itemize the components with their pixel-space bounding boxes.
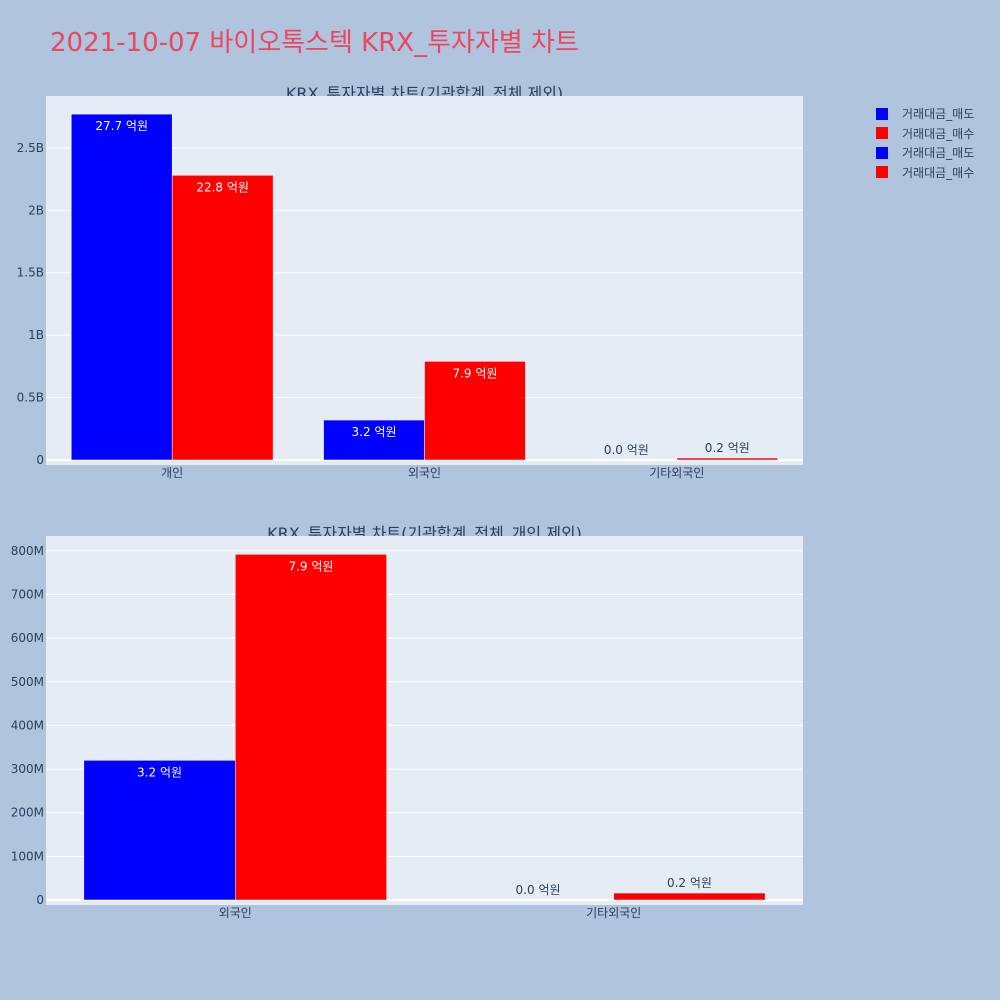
x-tick-label: 개인 — [161, 466, 183, 480]
bar — [424, 361, 526, 461]
legend-label: 거래대금_매도 — [902, 146, 975, 161]
legend-label: 거래대금_매도 — [902, 107, 975, 122]
y-tick-label: 0.5B — [17, 391, 44, 405]
data-label: 0.0 억원 — [516, 883, 561, 897]
data-label: 0.2 억원 — [667, 876, 712, 890]
legend-item[interactable]: 거래대금_매수 — [876, 163, 974, 183]
data-label: 7.9 억원 — [288, 559, 333, 573]
bar — [171, 175, 274, 461]
legend-swatch-sell — [876, 146, 888, 159]
y-tick-label: 200M — [11, 806, 44, 820]
y-tick-label: 1B — [28, 328, 44, 342]
y-tick-label: 600M — [11, 631, 44, 645]
page-title: 2021-10-07 바이오톡스텍 KRX_투자자별 차트 — [50, 28, 579, 58]
data-label: 3.2 억원 — [352, 425, 397, 439]
y-tick-label: 0 — [36, 893, 44, 907]
bar — [70, 113, 173, 461]
bar — [83, 760, 236, 901]
legend-label: 거래대금_매수 — [902, 126, 975, 141]
legend-swatch-buy — [876, 127, 888, 140]
x-tick-label: 기타외국인 — [586, 906, 641, 920]
legend-label: 거래대금_매수 — [902, 165, 975, 180]
legend-item[interactable]: 거래대금_매수 — [876, 124, 974, 144]
data-label: 7.9 억원 — [452, 366, 497, 380]
x-tick-label: 기타외국인 — [649, 466, 704, 480]
bar — [323, 419, 425, 461]
y-tick-label: 300M — [11, 762, 44, 776]
y-tick-label: 400M — [11, 718, 44, 732]
y-tick-label: 1.5B — [17, 266, 44, 280]
bar — [235, 554, 387, 901]
bar — [613, 892, 766, 901]
legend[interactable]: 거래대금_매도 거래대금_매수 거래대금_매도 거래대금_매수 — [876, 104, 974, 182]
y-tick-label: 100M — [11, 849, 44, 863]
y-tick-label: 2B — [28, 203, 44, 217]
data-label: 27.7 억원 — [95, 119, 148, 133]
data-label: 3.2 억원 — [137, 765, 182, 779]
data-label: 0.0 억원 — [604, 443, 649, 457]
x-tick-label: 외국인 — [219, 906, 252, 920]
y-tick-label: 2.5B — [17, 141, 44, 155]
legend-item[interactable]: 거래대금_매도 — [876, 104, 974, 124]
data-label: 22.8 억원 — [196, 180, 249, 194]
legend-item[interactable]: 거래대금_매도 — [876, 143, 974, 163]
bar — [676, 457, 779, 461]
y-tick-label: 0 — [36, 453, 44, 467]
y-tick-label: 700M — [11, 587, 44, 601]
x-tick-label: 외국인 — [408, 466, 441, 480]
y-tick-label: 800M — [11, 544, 44, 558]
data-label: 0.2 억원 — [705, 441, 750, 455]
legend-swatch-sell — [876, 107, 888, 120]
legend-swatch-buy — [876, 166, 888, 179]
y-tick-label: 500M — [11, 675, 44, 689]
